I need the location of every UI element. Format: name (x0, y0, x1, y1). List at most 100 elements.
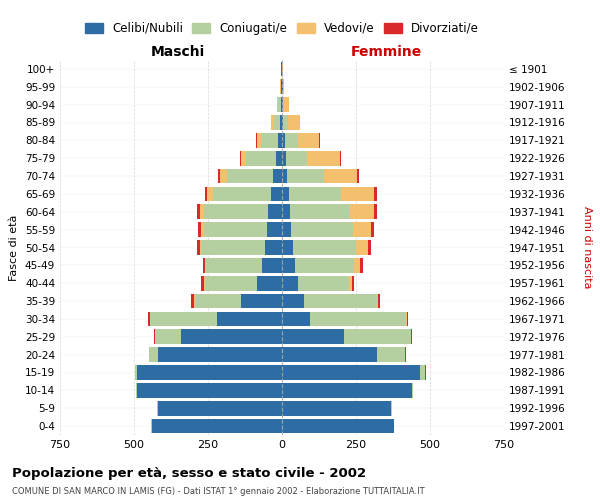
Bar (298, 276, 349, 290)
Bar (282, 419, 394, 434)
Bar (148, 312, 150, 326)
Bar (282, 276, 298, 290)
Bar (241, 151, 247, 166)
Bar (357, 168, 359, 184)
Bar (200, 204, 204, 219)
Bar (353, 222, 371, 237)
Bar (278, 133, 282, 148)
Bar (276, 151, 282, 166)
Bar (197, 204, 200, 219)
Bar (257, 133, 261, 148)
Bar (284, 98, 289, 112)
Bar (356, 240, 368, 255)
Bar (200, 222, 203, 237)
Text: Maschi: Maschi (151, 45, 205, 59)
Bar (391, 401, 392, 415)
Bar (285, 133, 298, 148)
Bar (158, 348, 282, 362)
Bar (282, 312, 310, 326)
Bar (354, 258, 360, 272)
Bar (341, 186, 374, 201)
Bar (271, 186, 282, 201)
Bar (262, 258, 282, 272)
Bar (352, 276, 354, 290)
Bar (282, 133, 285, 148)
Bar (202, 276, 205, 290)
Text: COMUNE DI SAN MARCO IN LAMIS (FG) - Dati ISTAT 1° gennaio 2002 - Elaborazione TU: COMUNE DI SAN MARCO IN LAMIS (FG) - Dati… (12, 488, 425, 496)
Bar (287, 168, 325, 184)
Bar (419, 365, 425, 380)
Bar (207, 186, 213, 201)
Y-axis label: Anni di nascita: Anni di nascita (582, 206, 592, 289)
Bar (293, 240, 356, 255)
Bar (150, 312, 217, 326)
Bar (227, 168, 273, 184)
Bar (298, 133, 319, 148)
Bar (271, 115, 274, 130)
Bar (191, 294, 194, 308)
Bar (268, 204, 282, 219)
Bar (344, 330, 411, 344)
Bar (295, 258, 354, 272)
Bar (377, 348, 405, 362)
Bar (283, 80, 284, 94)
Bar (282, 365, 419, 380)
Bar (203, 258, 205, 272)
Bar (213, 186, 271, 201)
Bar (282, 98, 283, 112)
Bar (377, 294, 378, 308)
Bar (277, 98, 278, 112)
Bar (325, 168, 357, 184)
Y-axis label: Fasce di età: Fasce di età (10, 214, 19, 280)
Bar (307, 151, 340, 166)
Bar (267, 222, 282, 237)
Bar (280, 115, 282, 130)
Bar (350, 204, 374, 219)
Bar (289, 186, 341, 201)
Bar (136, 365, 137, 380)
Bar (181, 330, 282, 344)
Bar (378, 294, 380, 308)
Bar (282, 258, 295, 272)
Bar (282, 294, 304, 308)
Bar (274, 115, 280, 130)
Bar (205, 276, 257, 290)
Bar (282, 348, 377, 362)
Bar (197, 222, 200, 237)
Bar (371, 222, 374, 237)
Bar (283, 115, 288, 130)
Bar (273, 168, 282, 184)
Bar (149, 348, 158, 362)
Bar (282, 115, 283, 130)
Bar (282, 186, 289, 201)
Bar (282, 204, 290, 219)
Bar (158, 401, 282, 415)
Bar (137, 383, 282, 398)
Bar (286, 151, 307, 166)
Bar (412, 383, 413, 398)
Bar (282, 240, 293, 255)
Bar (282, 151, 286, 166)
Bar (278, 98, 281, 112)
Bar (282, 168, 287, 184)
Bar (407, 312, 408, 326)
Bar (218, 168, 220, 184)
Bar (203, 222, 267, 237)
Bar (217, 312, 282, 326)
Bar (282, 330, 344, 344)
Bar (265, 240, 282, 255)
Bar (282, 401, 391, 415)
Bar (220, 168, 227, 184)
Bar (292, 222, 353, 237)
Bar (200, 240, 201, 255)
Bar (137, 365, 282, 380)
Bar (241, 294, 282, 308)
Bar (349, 276, 352, 290)
Bar (152, 419, 282, 434)
Bar (282, 383, 412, 398)
Text: Popolazione per età, sesso e stato civile - 2002: Popolazione per età, sesso e stato civil… (12, 468, 366, 480)
Bar (194, 294, 241, 308)
Bar (288, 115, 300, 130)
Bar (136, 383, 137, 398)
Bar (205, 186, 207, 201)
